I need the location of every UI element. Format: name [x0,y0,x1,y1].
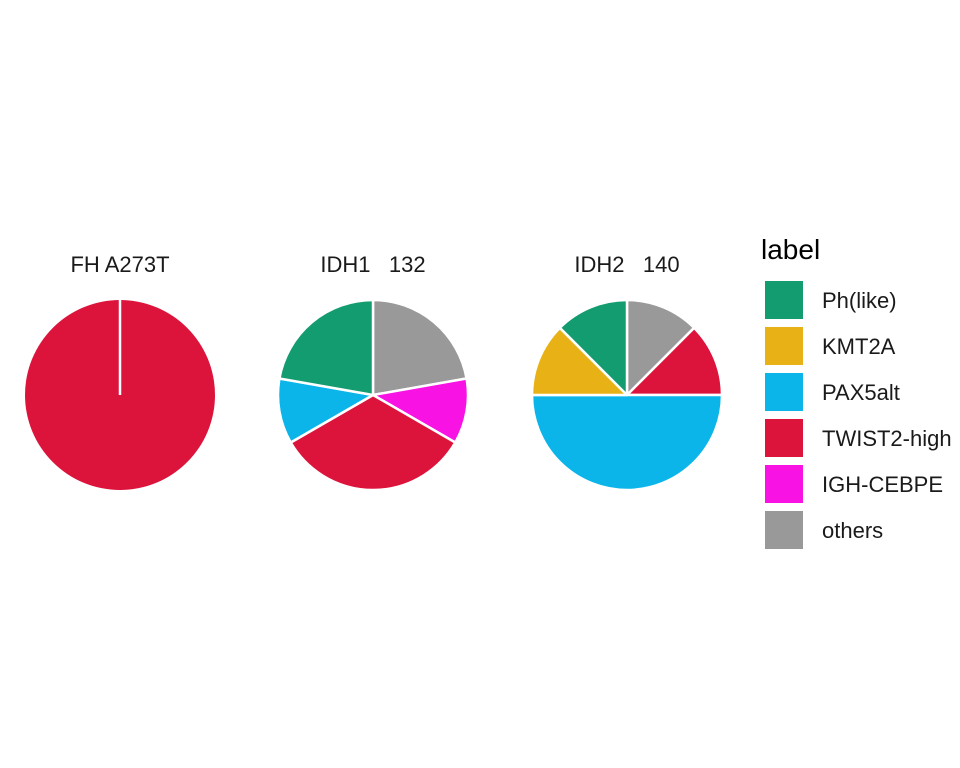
legend-swatch [765,511,803,549]
legend-label: others [822,518,883,543]
legend-item-others: others [765,511,883,549]
pie-panels: FH A273T IDH1 132 IDH2 140 [25,252,724,492]
legend-swatch [765,419,803,457]
legend-label: TWIST2-high [822,426,952,451]
legend-label: KMT2A [822,334,896,359]
pie-slice-others [625,298,696,397]
pie-panel-idh1-132: IDH1 132 [276,252,470,492]
pie-slice-pax5alt [276,377,375,444]
pie-slice-kmt2a [530,326,629,397]
legend-item-igh-cebpe: IGH-CEBPE [765,465,943,503]
legend-swatch [765,327,803,365]
legend-item-kmt2a: KMT2A [765,327,896,365]
facet-title: FH A273T [70,252,169,277]
pie-slice-ph-like [558,298,629,397]
legend-label: Ph(like) [822,288,897,313]
legend-swatch [765,281,803,319]
legend-title: label [761,234,820,265]
legend-label: PAX5alt [822,380,900,405]
legend: label Ph(like) KMT2A PAX5alt TWIST2-high IGH… [761,234,952,549]
facet-title: IDH1 132 [320,252,425,277]
legend-swatch [765,373,803,411]
pie-slice-twist2-high [625,326,724,397]
pie-slice-twist2-high [289,393,457,492]
pie-slice-ph-like [278,298,375,397]
legend-swatch [765,465,803,503]
pie-slice-pax5alt [530,393,724,492]
legend-item-ph-like: Ph(like) [765,281,897,319]
legend-item-pax5alt: PAX5alt [765,373,900,411]
pie-slice-others [371,298,468,397]
pie-panel-fh-a273t: FH A273T [25,252,215,490]
pie-panel-idh2-140: IDH2 140 [530,252,724,492]
legend-item-twist2-high: TWIST2-high [765,419,952,457]
pie-slice-igh-cebpe [371,377,470,444]
facet-title: IDH2 140 [574,252,679,277]
legend-label: IGH-CEBPE [822,472,943,497]
legend-items: Ph(like) KMT2A PAX5alt TWIST2-high IGH-CEBPE… [765,281,952,549]
